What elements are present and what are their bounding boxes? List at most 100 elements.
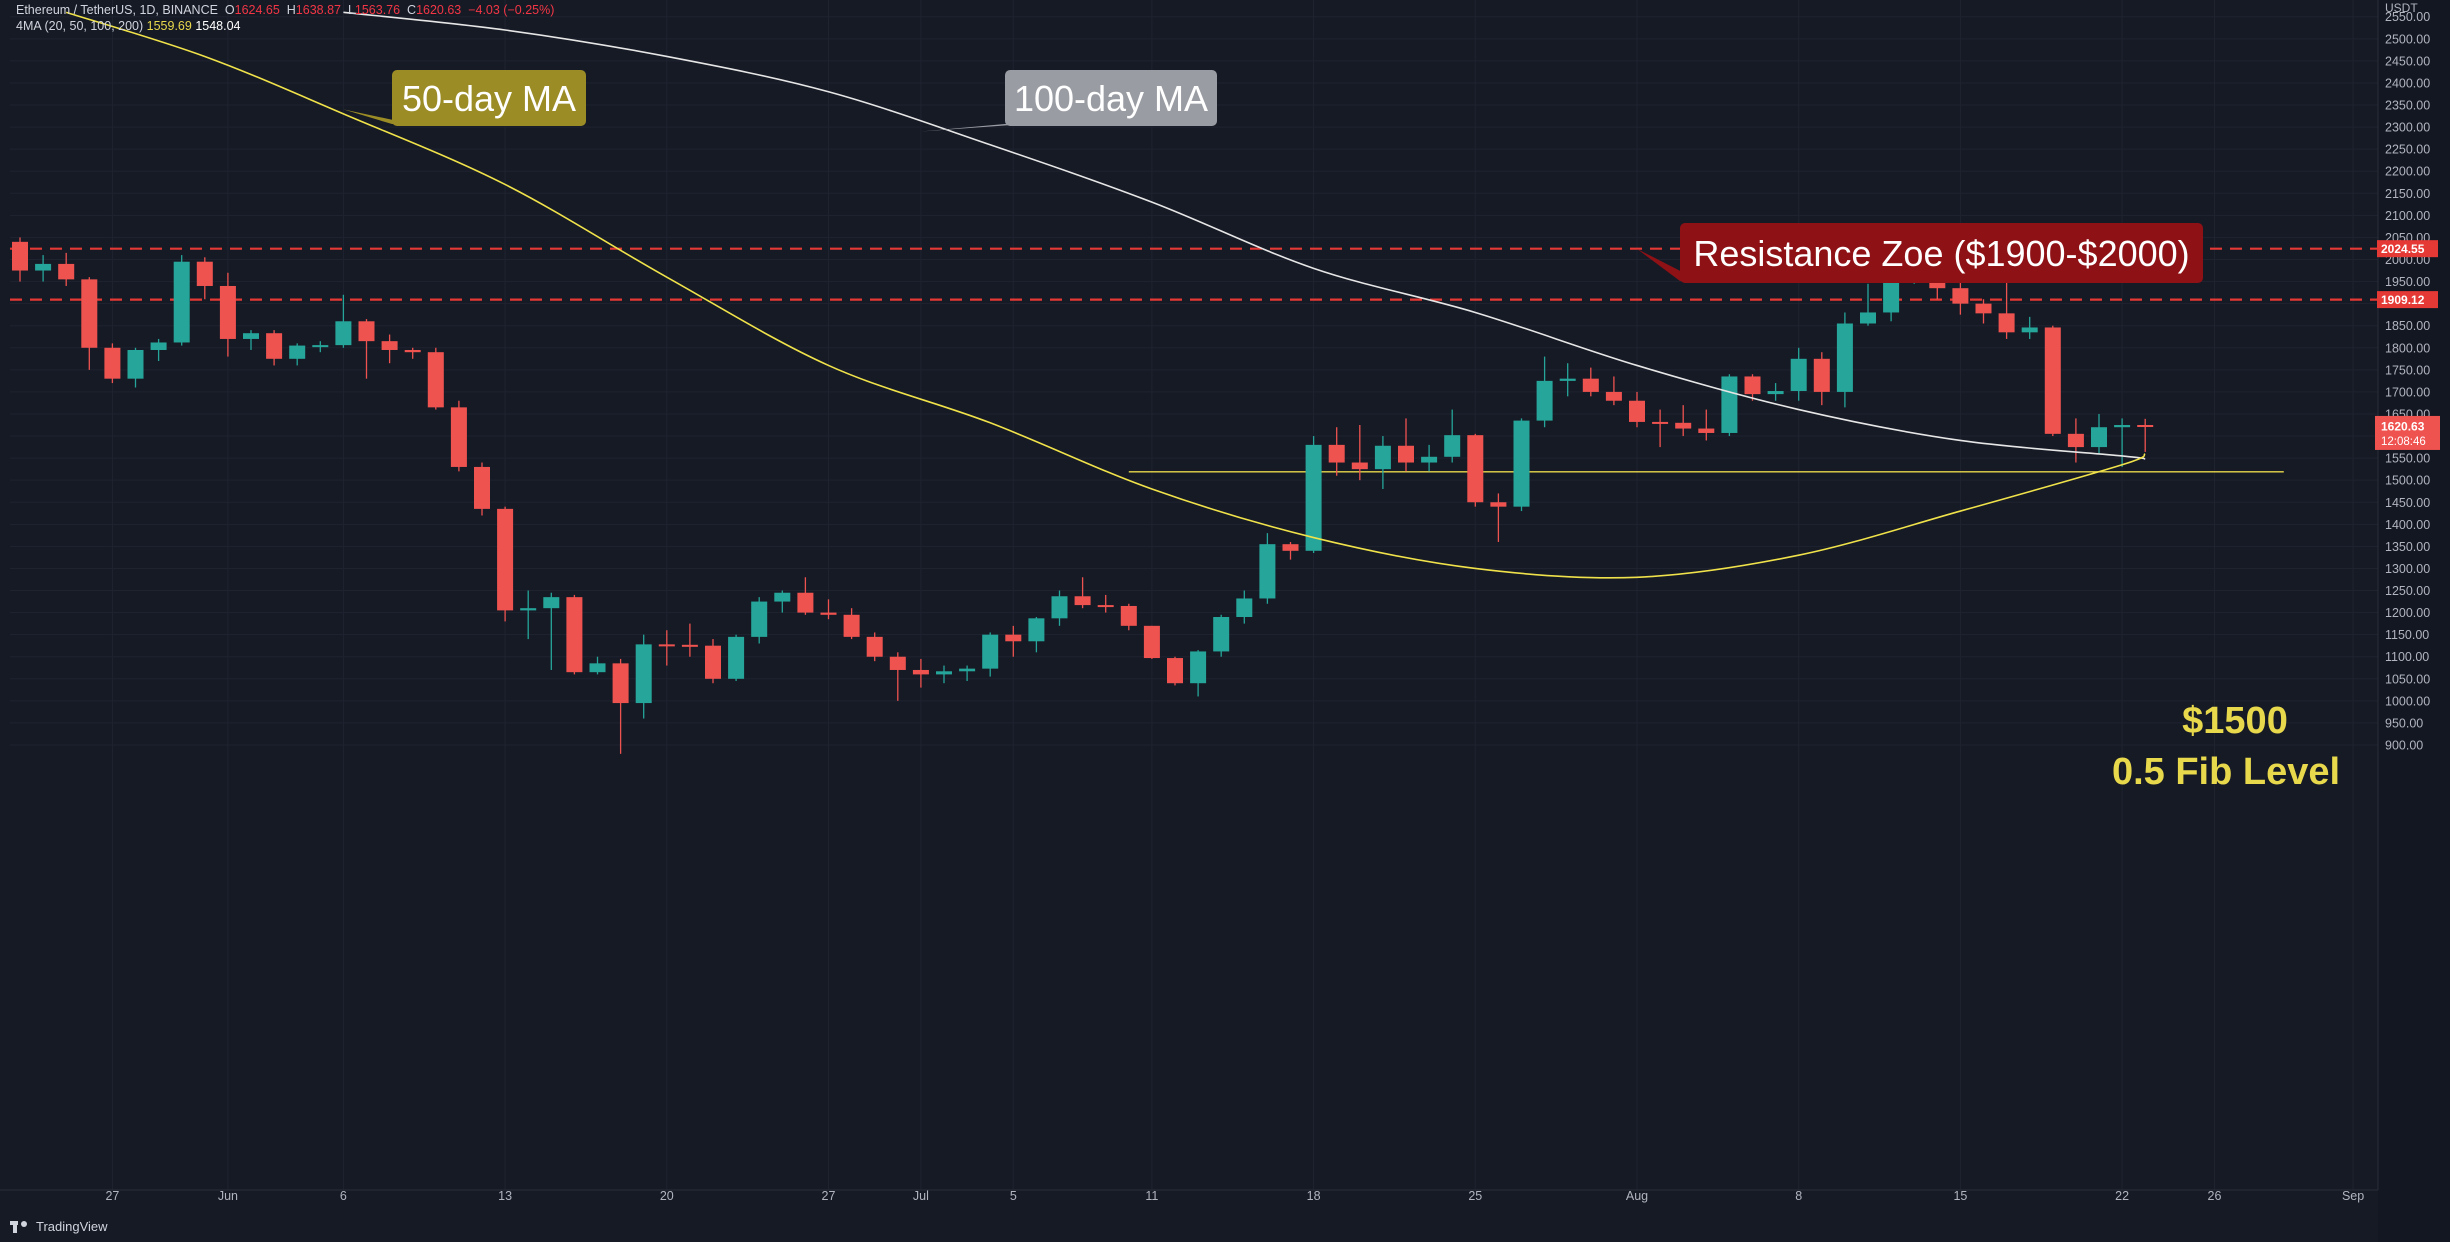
indicator-line[interactable]: 4MA (20, 50, 100, 200) 1559.69 1548.04 [16,19,241,33]
candle-body [1120,605,1137,626]
candle [820,599,837,620]
time-axis-tick-label: Sep [2342,1189,2364,1203]
callout-100-day-ma: 100-day MA [920,70,1217,132]
candle-body [612,663,629,704]
ma50-line [65,11,2146,579]
last-price-badge [2375,415,2440,450]
candle-body [728,636,745,679]
candle [1652,409,1669,448]
time-axis-tick-label: 22 [2115,1189,2129,1203]
candle [1120,603,1137,631]
candle [982,632,999,677]
candle-body [1559,378,1576,381]
candle-body [797,592,814,613]
last-price-countdown: 12:08:46 [2381,436,2426,448]
price-axis-tick-label: 1350.00 [2385,540,2430,554]
candle [1236,590,1253,624]
price-axis-currency: USDT [2385,1,2418,15]
candle-body [912,669,929,675]
candle [1883,277,1900,322]
candle [1074,577,1091,609]
price-axis-background [2378,0,2450,1242]
candle [1259,533,1276,604]
candle-body [1721,376,1738,433]
candle-body [520,608,537,611]
candle-body [35,263,52,271]
candle-body [1444,435,1461,457]
candle-body [1398,445,1414,463]
candle [1813,352,1830,406]
candle [1351,425,1368,481]
candle-body [566,597,583,673]
callout-50-day-ma-text: 50-day MA [402,78,576,119]
candle-body [474,466,490,509]
price-axis-tick-label: 1000.00 [2385,694,2430,708]
tradingview-logo[interactable]: TradingView [10,1219,108,1234]
candle-body [1513,420,1530,507]
candle-body [1421,456,1438,463]
candle-body [1143,625,1160,659]
callout-resistance-zone: Resistance Zoe ($1900-$2000) [1637,223,2203,283]
candle [1051,590,1068,626]
time-axis-tick-label: 26 [2208,1189,2222,1203]
candle [1721,374,1738,437]
candle [1836,312,1853,408]
time-axis-tick-label: 20 [660,1189,674,1203]
candle-body [1051,596,1068,619]
symbol-name[interactable]: Ethereum / TetherUS, 1D, BINANCE [16,3,218,17]
candle-body [497,508,514,611]
candle [335,294,352,348]
open-value: 1624.65 [234,3,280,17]
time-axis-tick-label: 5 [1010,1189,1017,1203]
price-axis-tick-label: 1400.00 [2385,518,2430,532]
price-axis-tick-label: 1150.00 [2385,628,2429,642]
candle [1167,656,1183,686]
candle [2044,325,2061,437]
indicator-label: 4MA (20, 50, 100, 200) [16,19,144,33]
candle [404,347,421,359]
candle [219,272,236,357]
price-axis-tick-label: 1800.00 [2385,341,2430,355]
candle-body [312,345,329,348]
candle-body [1374,445,1391,470]
candle-body [1351,462,1368,470]
candle-body [12,241,28,271]
candle-body [219,285,236,339]
candle-body [150,342,167,350]
candle [797,577,814,615]
candle [2021,316,2038,339]
candle [173,255,190,346]
candle-body [1744,376,1761,395]
candle-body [959,668,976,672]
candle [1282,541,1299,560]
candle [243,330,259,350]
candle-body [1005,634,1022,642]
candle [728,634,745,682]
candle-body [982,634,999,669]
candle [1467,433,1484,507]
candle-body [1074,596,1091,606]
indicator-value-1: 1559.69 [146,19,192,33]
price-axis: USDT 900.00 950.00 1000.00 1050.00 1100.00 115… [2375,0,2450,1242]
high-label: H [286,3,296,17]
price-axis-tick-label: 2550.00 [2385,10,2430,24]
candle [959,665,976,682]
candle [1005,625,1022,657]
candle [658,630,675,666]
candle-body [58,263,75,280]
callout-100-day-ma-text: 100-day MA [1014,78,1208,119]
candle-body [1698,428,1715,433]
candle [1374,436,1391,490]
price-axis-tick-label: 1500.00 [2385,474,2430,488]
candle [1536,356,1553,428]
open-label: O [224,3,235,17]
candle [589,656,606,675]
candle-body [543,597,560,609]
candle-body [681,644,698,647]
candle-body [635,644,652,704]
candle [843,608,860,640]
time-axis-tick-label: 15 [1953,1189,1967,1203]
price-axis-tick-label: 900.00 [2385,739,2423,753]
candle [635,634,652,719]
